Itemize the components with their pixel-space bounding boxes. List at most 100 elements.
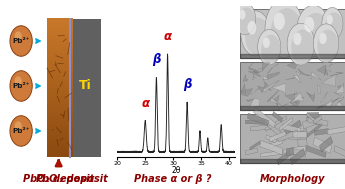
Bar — [278, 130, 298, 142]
Polygon shape — [248, 68, 261, 77]
Polygon shape — [297, 97, 304, 100]
Polygon shape — [274, 95, 279, 106]
Circle shape — [304, 17, 314, 32]
Polygon shape — [267, 64, 279, 74]
Polygon shape — [335, 83, 344, 93]
Bar — [327, 126, 345, 135]
Bar — [279, 118, 293, 131]
Circle shape — [238, 7, 256, 35]
Circle shape — [293, 33, 302, 45]
Circle shape — [302, 13, 330, 57]
Bar — [254, 108, 276, 128]
Text: Pb²⁺: Pb²⁺ — [12, 38, 30, 44]
Polygon shape — [274, 99, 288, 109]
Circle shape — [245, 18, 270, 56]
Bar — [265, 116, 287, 131]
Polygon shape — [243, 74, 248, 82]
Text: PbO₂ deposit: PbO₂ deposit — [23, 174, 94, 184]
Bar — [293, 132, 307, 138]
Polygon shape — [241, 88, 253, 96]
Polygon shape — [326, 98, 340, 106]
Bar — [308, 117, 328, 126]
Polygon shape — [293, 71, 301, 83]
Polygon shape — [290, 93, 304, 104]
Polygon shape — [254, 68, 265, 72]
Bar — [260, 140, 283, 155]
Bar — [334, 146, 345, 160]
Bar — [307, 112, 319, 118]
Text: Morphology: Morphology — [259, 174, 325, 184]
Circle shape — [247, 21, 256, 35]
Bar — [290, 149, 305, 165]
Circle shape — [263, 37, 270, 48]
Circle shape — [265, 0, 303, 57]
Text: PbO: PbO — [36, 174, 59, 184]
Bar — [245, 120, 265, 124]
Bar — [314, 129, 329, 135]
Bar — [299, 129, 308, 139]
Bar — [313, 115, 322, 124]
Polygon shape — [326, 101, 333, 108]
Polygon shape — [258, 82, 271, 93]
Polygon shape — [307, 92, 315, 102]
Polygon shape — [272, 83, 286, 94]
Polygon shape — [249, 87, 261, 95]
Circle shape — [287, 23, 315, 65]
Polygon shape — [290, 101, 300, 107]
Polygon shape — [278, 101, 292, 109]
Bar — [306, 117, 319, 125]
Polygon shape — [330, 72, 343, 76]
Polygon shape — [337, 86, 344, 91]
Bar — [286, 147, 294, 156]
Polygon shape — [317, 65, 328, 75]
Text: Phase α or β ?: Phase α or β ? — [134, 174, 211, 184]
Circle shape — [261, 35, 281, 65]
Circle shape — [327, 15, 333, 24]
Polygon shape — [321, 92, 328, 102]
Circle shape — [274, 13, 285, 30]
Circle shape — [10, 71, 32, 101]
Circle shape — [322, 8, 343, 40]
Text: β: β — [183, 78, 191, 91]
Bar — [289, 148, 306, 157]
Text: Ti: Ti — [79, 80, 92, 92]
Polygon shape — [325, 66, 332, 76]
Circle shape — [14, 76, 22, 86]
Circle shape — [319, 33, 327, 44]
Bar — [269, 139, 282, 148]
Text: Pb²⁺: Pb²⁺ — [12, 128, 30, 134]
Bar — [306, 113, 316, 123]
Polygon shape — [285, 93, 298, 103]
Bar — [277, 150, 291, 165]
Circle shape — [241, 11, 270, 56]
Polygon shape — [329, 63, 336, 67]
Polygon shape — [263, 76, 269, 84]
Text: α: α — [164, 30, 171, 43]
Circle shape — [258, 29, 281, 65]
Bar — [267, 122, 286, 141]
Polygon shape — [306, 92, 315, 98]
Bar — [269, 131, 286, 142]
Circle shape — [313, 24, 339, 62]
Bar — [250, 125, 272, 131]
Polygon shape — [311, 72, 322, 80]
Circle shape — [297, 5, 330, 57]
Polygon shape — [317, 85, 320, 94]
Bar — [240, 9, 345, 58]
Bar — [319, 136, 333, 152]
Polygon shape — [263, 80, 279, 92]
Polygon shape — [262, 63, 270, 71]
Bar — [272, 112, 283, 122]
Polygon shape — [325, 100, 332, 108]
Bar — [247, 113, 268, 126]
Polygon shape — [267, 90, 279, 101]
Circle shape — [271, 8, 303, 57]
Circle shape — [10, 26, 32, 56]
Polygon shape — [287, 63, 297, 69]
Polygon shape — [334, 92, 344, 102]
Bar — [70, 19, 101, 157]
Circle shape — [14, 31, 22, 41]
Circle shape — [235, 3, 256, 35]
Bar — [303, 116, 321, 129]
Circle shape — [291, 29, 315, 65]
